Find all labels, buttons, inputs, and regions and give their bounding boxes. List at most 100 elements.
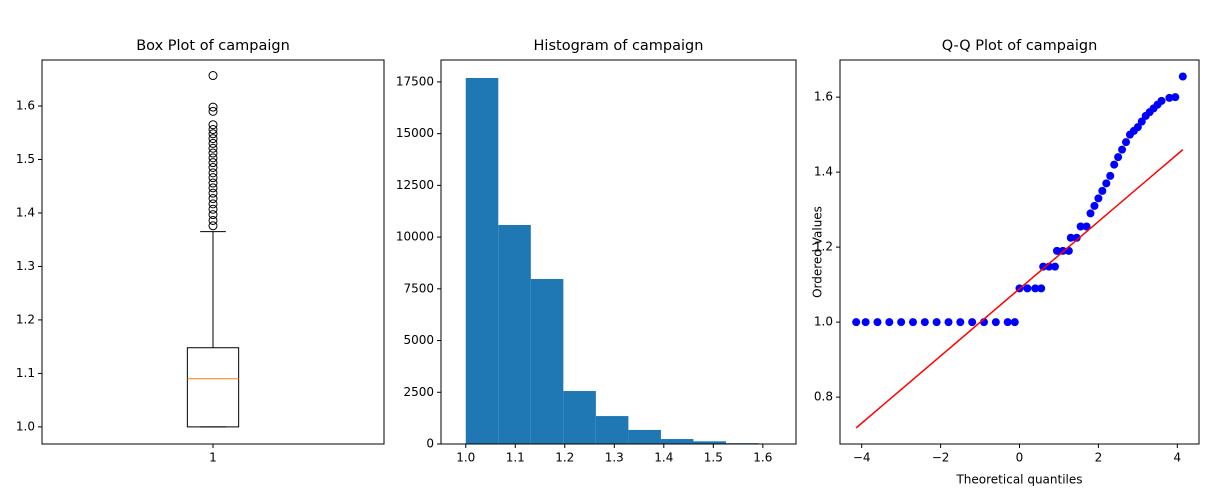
y-tick-label: 15000 xyxy=(396,126,434,140)
point xyxy=(1178,72,1187,81)
flier xyxy=(208,106,218,116)
point xyxy=(1165,93,1174,102)
y-tick-label: 0 xyxy=(426,437,434,451)
x-tick-label: 2 xyxy=(1095,451,1103,465)
y-tick-label: 5000 xyxy=(403,333,434,347)
flier xyxy=(208,199,218,209)
point xyxy=(1086,209,1095,218)
panel-title: Box Plot of campaign xyxy=(136,38,290,54)
point xyxy=(1082,222,1091,231)
panel-title: Q-Q Plot of campaign xyxy=(942,38,1098,54)
x-tick-label: 1.0 xyxy=(456,451,475,465)
flier xyxy=(208,102,218,112)
point xyxy=(1157,96,1166,105)
x-tick-label: 0 xyxy=(1016,451,1024,465)
flier xyxy=(208,221,218,231)
point xyxy=(944,318,953,327)
axes-frame xyxy=(839,59,1200,445)
point xyxy=(968,318,977,327)
point xyxy=(1106,171,1115,180)
axes-frame xyxy=(41,59,385,445)
point xyxy=(897,318,906,327)
bar xyxy=(465,78,499,444)
y-tick-label: 2500 xyxy=(403,385,434,399)
point xyxy=(1094,194,1103,203)
y-tick-label: 17500 xyxy=(396,74,434,88)
point xyxy=(956,318,965,327)
point xyxy=(1003,318,1012,327)
flier xyxy=(208,71,218,81)
y-tick-label: 12500 xyxy=(396,178,434,192)
point xyxy=(1122,138,1131,147)
point xyxy=(1090,201,1099,210)
point xyxy=(1066,233,1075,242)
panel-title: Histogram of campaign xyxy=(534,38,704,54)
point xyxy=(1064,246,1073,255)
y-tick-label: 1.0 xyxy=(814,315,833,329)
box xyxy=(186,347,240,428)
point xyxy=(1118,145,1127,154)
y-tick-label: 1.5 xyxy=(16,152,35,166)
bar xyxy=(498,225,531,444)
x-tick-label: 4 xyxy=(1173,451,1181,465)
flier xyxy=(208,168,218,178)
point xyxy=(1039,262,1048,271)
point xyxy=(920,318,929,327)
point xyxy=(873,318,882,327)
point xyxy=(1133,123,1142,132)
flier xyxy=(208,153,218,163)
point xyxy=(1171,93,1180,102)
bar xyxy=(693,441,726,444)
flier xyxy=(208,204,218,214)
point xyxy=(908,318,917,327)
bar xyxy=(595,416,629,444)
x-axis-label: Theoretical quantiles xyxy=(955,473,1082,487)
point xyxy=(1102,179,1111,188)
point xyxy=(1076,222,1085,231)
x-tick-label: 1 xyxy=(209,451,217,465)
point xyxy=(1052,246,1061,255)
y-tick-label: 1.1 xyxy=(16,366,35,380)
flier xyxy=(208,134,218,144)
y-tick-label: 1.4 xyxy=(16,205,35,219)
point xyxy=(1031,284,1040,293)
point xyxy=(1072,233,1081,242)
y-tick-label: 1.4 xyxy=(814,165,833,179)
y-axis-label: Ordered Values xyxy=(811,206,825,298)
x-tick-label: 1.5 xyxy=(704,451,723,465)
flier xyxy=(208,173,218,183)
point xyxy=(1010,318,1019,327)
flier xyxy=(208,138,218,148)
point xyxy=(932,318,941,327)
flier xyxy=(208,178,218,188)
y-tick-label: 7500 xyxy=(403,281,434,295)
y-tick-label: 1.6 xyxy=(16,98,35,112)
bar xyxy=(563,391,596,444)
flier xyxy=(208,158,218,168)
flier xyxy=(208,143,218,153)
fit-line xyxy=(855,149,1184,429)
flier xyxy=(208,129,218,139)
flier xyxy=(208,210,218,220)
axes-frame xyxy=(440,59,797,445)
y-tick-label: 1.0 xyxy=(16,419,35,433)
y-tick-label: 10000 xyxy=(396,230,434,244)
x-tick-label: 1.3 xyxy=(605,451,624,465)
point xyxy=(1114,153,1123,162)
flier xyxy=(208,148,218,158)
point xyxy=(885,318,894,327)
point xyxy=(1137,117,1146,126)
bar xyxy=(628,429,661,444)
x-tick-label: 1.6 xyxy=(753,451,772,465)
x-tick-label: 1.1 xyxy=(506,451,525,465)
point xyxy=(861,318,870,327)
y-tick-label: 1.2 xyxy=(16,312,35,326)
flier xyxy=(208,188,218,198)
y-tick-label: 1.6 xyxy=(814,90,833,104)
flier xyxy=(208,183,218,193)
point xyxy=(1023,284,1032,293)
point xyxy=(1110,160,1119,169)
point xyxy=(1037,284,1046,293)
